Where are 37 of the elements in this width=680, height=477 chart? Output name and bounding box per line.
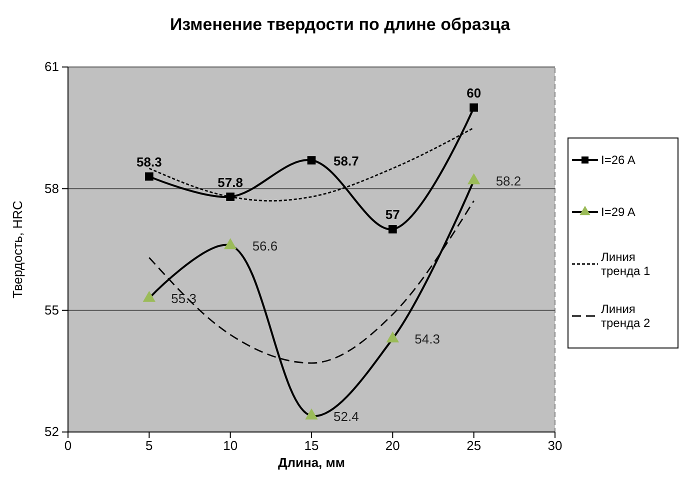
y-tick-label: 52 [44, 424, 59, 440]
point [388, 225, 397, 234]
data-label: 54.3 [414, 332, 440, 347]
point [226, 192, 235, 201]
point [386, 331, 400, 342]
y-axis-title: Твердость, HRC [10, 200, 25, 298]
legend-label: Линия тренда 2 [601, 302, 650, 330]
x-tick-label: 30 [548, 438, 562, 454]
x-tick-label: 15 [304, 438, 319, 454]
point [305, 408, 318, 420]
point [144, 172, 154, 181]
data-label: 56.6 [252, 238, 278, 254]
data-label: 60 [466, 86, 482, 101]
y-tick-label: 58 [44, 180, 59, 196]
data-label: 58.3 [136, 154, 162, 170]
y-tick-label: 61 [44, 59, 59, 74]
point [142, 290, 156, 302]
legend-label: I=29 A [601, 205, 636, 219]
data-label: 52.4 [334, 408, 359, 424]
data-label: 58.7 [334, 153, 359, 168]
x-tick-label: 0 [64, 438, 72, 454]
point [307, 156, 316, 164]
x-tick-label: 5 [146, 438, 153, 454]
x-tick-label: 20 [385, 438, 400, 454]
chart-title: Изменение твердости по длине образца [170, 15, 511, 34]
point [224, 238, 237, 250]
x-axis-title: Длина, мм [278, 455, 346, 470]
data-label: 58.2 [496, 174, 522, 189]
y-tick-label: 55 [44, 302, 59, 318]
data-label: 57.8 [218, 174, 243, 190]
x-tick-label: 25 [466, 438, 482, 454]
point [470, 103, 478, 112]
data-label: 57 [385, 207, 400, 222]
legend-label: Линия тренда 1 [601, 250, 650, 278]
point [467, 173, 480, 184]
x-tick-label: 10 [223, 438, 238, 454]
legend-label: I=26 A [601, 153, 636, 167]
